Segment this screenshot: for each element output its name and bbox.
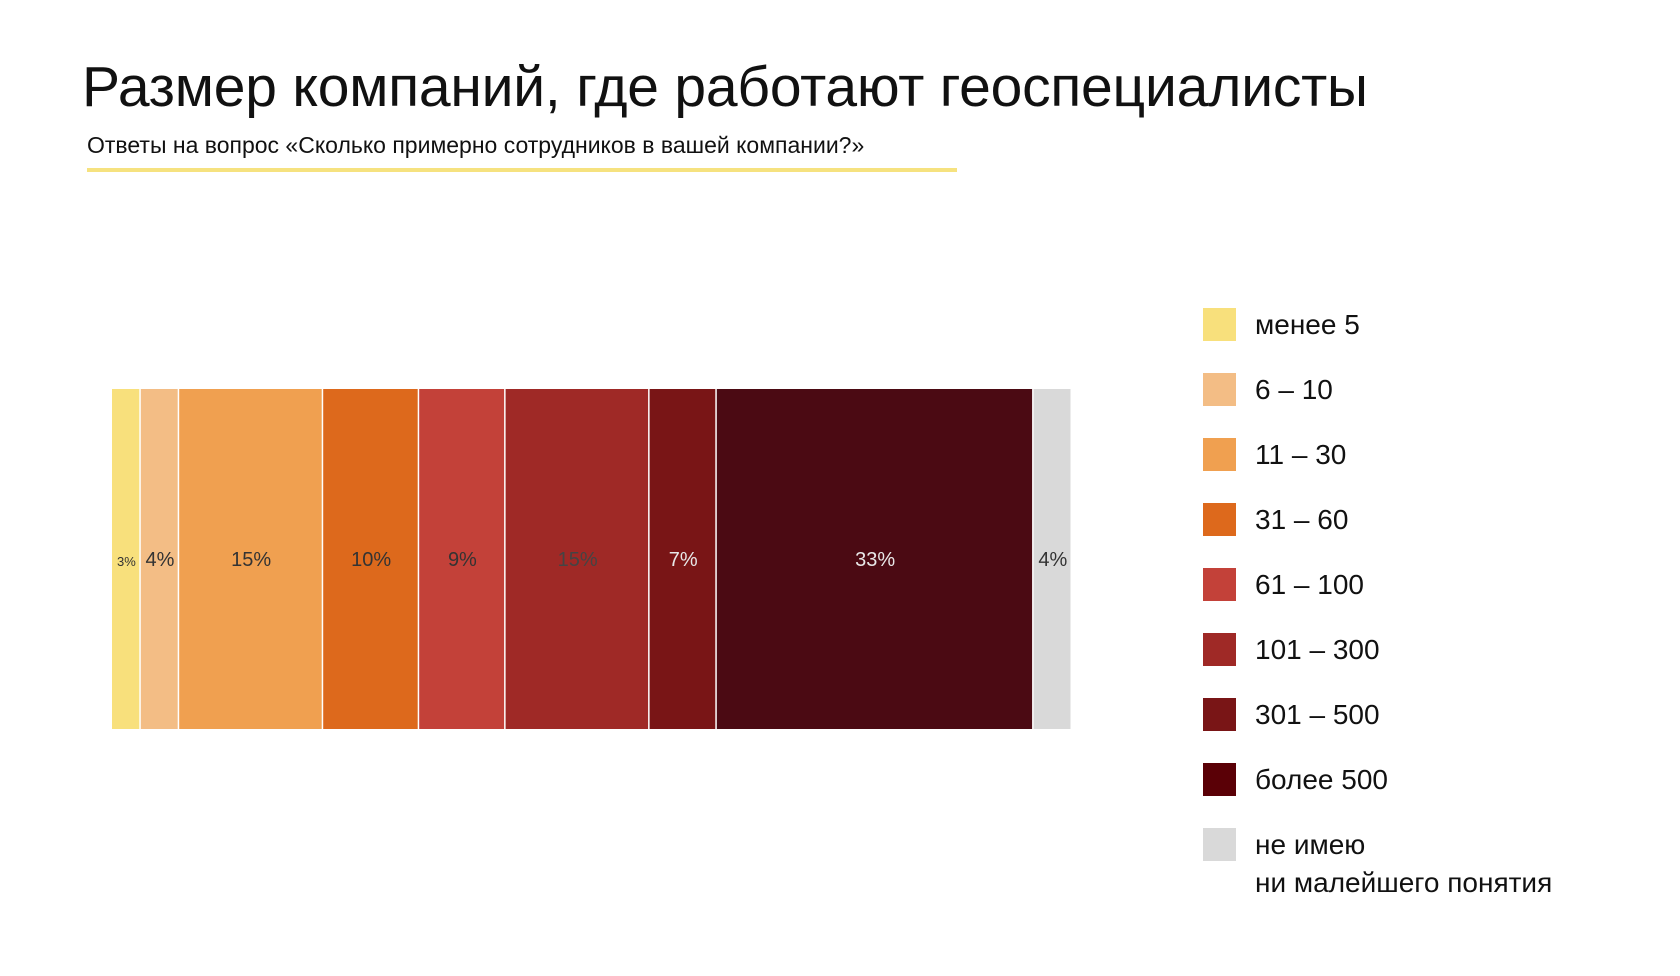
segment-value-label: 7% bbox=[669, 549, 698, 571]
bar-segment bbox=[505, 389, 649, 729]
chart-title: Размер компаний, где работают геоспециал… bbox=[82, 55, 1368, 119]
segment-value-label: 4% bbox=[1038, 549, 1067, 571]
bar-segments: 3% 4% 15% 10% 9% 15% 7% 33% 4% bbox=[112, 389, 1071, 729]
segment-value-label: 9% bbox=[448, 549, 477, 571]
segment-value-label: 33% bbox=[855, 549, 895, 571]
legend-swatch bbox=[1203, 438, 1236, 471]
chart-subtitle: Ответы на вопрос «Сколько примерно сотру… bbox=[87, 132, 865, 158]
bar-segment bbox=[419, 389, 505, 729]
legend-label: 31 – 60 bbox=[1255, 504, 1348, 535]
legend-label: более 500 bbox=[1255, 764, 1388, 795]
bar-segment bbox=[649, 389, 716, 729]
legend-label: ни малейшего понятия bbox=[1255, 867, 1552, 898]
legend-label: 11 – 30 bbox=[1255, 439, 1346, 470]
bar-segment bbox=[716, 389, 1033, 729]
segment-value-label: 3% bbox=[117, 554, 136, 569]
legend-label: 301 – 500 bbox=[1255, 699, 1380, 730]
legend-swatch bbox=[1203, 633, 1236, 666]
legend-label: 61 – 100 bbox=[1255, 569, 1364, 600]
legend-swatch bbox=[1203, 828, 1236, 861]
bar-segment bbox=[112, 389, 140, 729]
bar-segment bbox=[323, 389, 418, 729]
legend-label: не имею bbox=[1255, 829, 1365, 860]
legend-label: 101 – 300 bbox=[1255, 634, 1380, 665]
legend-swatch bbox=[1203, 308, 1236, 341]
legend-swatch bbox=[1203, 373, 1236, 406]
bar-segment bbox=[140, 389, 178, 729]
legend-label: менее 5 bbox=[1255, 309, 1360, 340]
segment-value-label: 15% bbox=[231, 549, 271, 571]
legend: менее 5 6 – 10 11 – 30 31 – 60 61 – 100 101 –… bbox=[1203, 308, 1552, 898]
legend-swatch bbox=[1203, 568, 1236, 601]
legend-swatch bbox=[1203, 503, 1236, 536]
legend-swatch bbox=[1203, 698, 1236, 731]
bar-segment bbox=[179, 389, 322, 729]
segment-value-label: 10% bbox=[351, 549, 391, 571]
legend-swatch bbox=[1203, 763, 1236, 796]
subtitle-underline bbox=[87, 168, 957, 172]
legend-label: 6 – 10 bbox=[1255, 374, 1333, 405]
bar-segment bbox=[1033, 389, 1071, 729]
segment-value-label: 4% bbox=[146, 549, 175, 571]
segment-value-label: 15% bbox=[558, 549, 598, 571]
